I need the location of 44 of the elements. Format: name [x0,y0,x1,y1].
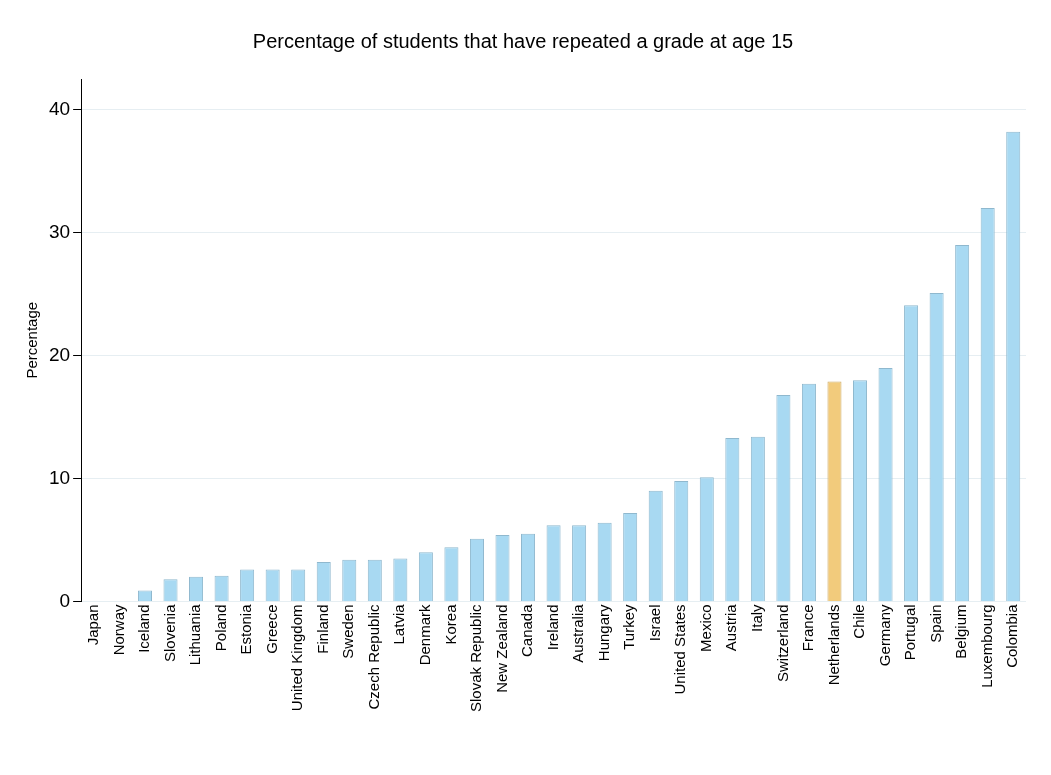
x-tick-label: Japan [84,604,102,646]
x-tick-label: Finland [313,604,331,654]
x-tick-label: Greece [262,604,280,654]
x-tick-label: Canada [518,603,536,657]
x-tick-label: Hungary [594,603,612,662]
x-tick-label: Mexico [696,604,714,652]
x-tick-label: Austria [722,603,740,652]
y-tick-label: 40 [48,97,71,119]
y-tick-label: 30 [48,220,71,242]
x-tick-label: Chile [850,604,868,639]
x-tick-label: Korea [441,603,459,645]
x-tick-label: Switzerland [773,604,791,682]
x-tick-label: Ireland [543,604,561,651]
x-tick-label: Australia [569,603,587,663]
x-tick-label: Sweden [339,604,357,659]
x-tick-label: France [799,604,817,652]
x-tick-label: Latvia [390,603,408,645]
x-tick-label: Poland [211,604,229,652]
x-tick-label: Turkey [620,603,638,650]
x-tick-label: United Kingdom [288,604,306,712]
y-tick-label: 20 [48,343,71,365]
x-tick-label: Czech Republic [364,603,382,710]
y-tick-label: 0 [59,589,71,611]
x-tick-label: United States [671,604,689,695]
x-tick-label: Luxembourg [977,604,995,688]
chart-title: Percentage of students that have repeated a grade at age 15 [252,29,794,52]
x-tick-label: Estonia [237,603,255,655]
x-tick-label: Germany [875,603,893,667]
x-tick-label: Slovak Republic [467,603,485,713]
x-tick-label: New Zealand [492,604,510,693]
x-tick-label: Slovenia [160,603,178,662]
x-tick-label: Spain [926,604,944,643]
x-tick-label: Norway [109,603,127,656]
y-tick-label: 10 [48,466,71,488]
y-axis-title: Percentage [23,301,41,379]
x-tick-label: Colombia [1003,603,1021,668]
x-tick-label: Netherlands [824,604,842,686]
x-tick-label: Portugal [901,604,919,661]
x-tick-label: Italy [748,603,765,632]
x-tick-label: Israel [645,604,663,642]
x-tick-label: Belgium [952,604,970,659]
x-tick-label: Iceland [135,604,153,653]
x-tick-label: Lithuania [186,603,204,666]
x-tick-label: Denmark [416,603,434,666]
